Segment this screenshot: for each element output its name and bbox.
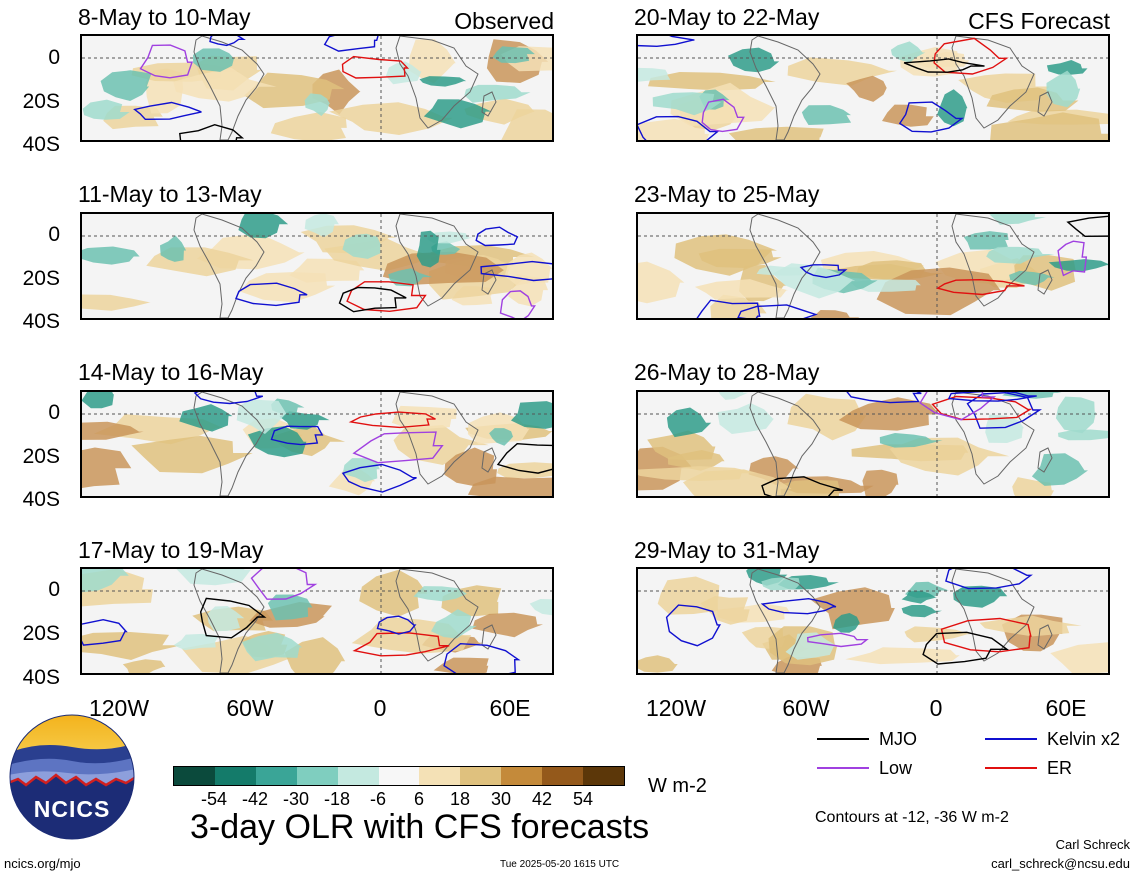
panel-title-obs-2: 11-May to 13-May <box>78 181 262 207</box>
colorbar-swatch <box>337 767 379 785</box>
lon-label: 0 <box>929 695 943 721</box>
map-panel-fcst-4 <box>636 567 1110 675</box>
lat-label: 20S <box>22 90 60 113</box>
colorbar-swatch <box>378 767 420 785</box>
legend-label-kelvin: Kelvin x2 <box>1047 729 1121 749</box>
colorbar-swatch <box>174 767 215 785</box>
website-link[interactable]: ncics.org/mjo <box>4 856 81 871</box>
lat-label: 40S <box>22 488 60 511</box>
panel-title-fcst-3: 26-May to 28-May <box>634 359 820 385</box>
author-name: Carl Schreck <box>1055 837 1130 852</box>
colorbar-swatch <box>255 767 297 785</box>
panel-title-fcst-4: 29-May to 31-May <box>634 537 820 563</box>
lat-label: 0 <box>48 401 60 424</box>
logo-text: NCICS <box>34 796 111 822</box>
map-panel-obs-4 <box>80 567 554 675</box>
panel-title-obs-3: 14-May to 16-May <box>78 359 264 385</box>
legend-swatch-mjo <box>817 738 869 740</box>
lon-label: 60W <box>226 695 274 721</box>
lat-label: 40S <box>22 310 60 333</box>
forecast-tag: CFS Forecast <box>968 8 1110 34</box>
colorbar-tick: 30 <box>490 789 512 809</box>
lat-label: 40S <box>22 133 60 156</box>
main-title: 3-day OLR with CFS forecasts <box>190 808 650 846</box>
colorbar-swatch <box>583 767 624 785</box>
legend-label-low: Low <box>879 758 913 778</box>
colorbar-tick: -54 <box>200 789 228 809</box>
map-panel-obs-1 <box>80 34 554 142</box>
author-email: carl_schreck@ncsu.edu <box>991 856 1130 871</box>
colorbar-tick: -18 <box>323 789 351 809</box>
ncics-logo: NCICS <box>9 714 135 840</box>
lat-label: 0 <box>48 46 60 69</box>
lon-label: 120W <box>88 695 150 721</box>
colorbar-swatch <box>542 767 584 785</box>
legend-swatch-kelvin <box>985 738 1037 740</box>
panel-title-fcst-2: 23-May to 25-May <box>634 181 820 207</box>
lon-label: 60E <box>489 695 531 721</box>
colorbar-swatch <box>214 767 256 785</box>
timestamp: Tue 2025-05-20 1615 UTC <box>500 859 620 870</box>
legend-label-mjo: MJO <box>879 729 917 749</box>
colorbar-tick: 54 <box>572 789 594 809</box>
lat-label: 0 <box>48 223 60 246</box>
observed-tag: Observed <box>454 8 554 34</box>
legend-label-er: ER <box>1047 758 1073 778</box>
colorbar-tick: -42 <box>241 789 269 809</box>
map-panel-obs-3 <box>80 390 554 498</box>
colorbar-tick: -6 <box>369 789 387 809</box>
lat-label: 20S <box>22 267 60 290</box>
legend-swatch-low <box>817 767 869 769</box>
panel-title-fcst-1: 20-May to 22-May <box>634 4 820 30</box>
lon-label: 120W <box>645 695 707 721</box>
contours-note: Contours at -12, -36 W m-2 <box>815 809 1009 826</box>
colorbar-tick: 42 <box>531 789 553 809</box>
lat-label: 40S <box>22 666 60 689</box>
map-panel-fcst-1 <box>636 34 1110 142</box>
lon-label: 60W <box>782 695 830 721</box>
colorbar-swatch <box>501 767 543 785</box>
map-panel-fcst-3 <box>636 390 1110 498</box>
colorbar-swatch <box>296 767 338 785</box>
legend-swatch-er <box>985 767 1037 769</box>
colorbar-unit: W m-2 <box>648 775 707 797</box>
lat-label: 0 <box>48 578 60 601</box>
colorbar-swatch <box>419 767 461 785</box>
lon-label: 0 <box>373 695 387 721</box>
colorbar-swatch <box>460 767 502 785</box>
lat-label: 20S <box>22 445 60 468</box>
colorbar <box>173 766 625 786</box>
colorbar-tick: -30 <box>282 789 310 809</box>
colorbar-tick: 6 <box>413 789 425 809</box>
lon-label: 60E <box>1045 695 1087 721</box>
panel-title-obs-4: 17-May to 19-May <box>78 537 264 563</box>
map-panel-obs-2 <box>80 212 554 320</box>
lat-label: 20S <box>22 622 60 645</box>
panel-title-obs-1: 8-May to 10-May <box>78 4 251 30</box>
colorbar-tick: 18 <box>449 789 471 809</box>
map-panel-fcst-2 <box>636 212 1110 320</box>
